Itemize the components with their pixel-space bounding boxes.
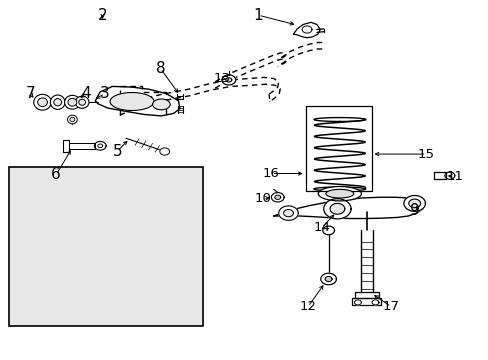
Ellipse shape bbox=[54, 99, 61, 106]
Text: 10: 10 bbox=[254, 192, 271, 205]
Text: 9: 9 bbox=[409, 203, 419, 218]
Polygon shape bbox=[444, 172, 454, 179]
Ellipse shape bbox=[75, 96, 89, 108]
Polygon shape bbox=[271, 193, 284, 202]
Polygon shape bbox=[323, 199, 350, 219]
Text: 5: 5 bbox=[112, 144, 122, 159]
Text: 12: 12 bbox=[299, 300, 316, 313]
Polygon shape bbox=[302, 26, 311, 33]
Polygon shape bbox=[98, 144, 102, 148]
Text: 17: 17 bbox=[382, 300, 399, 313]
Polygon shape bbox=[222, 75, 235, 85]
Polygon shape bbox=[351, 298, 381, 305]
Ellipse shape bbox=[50, 95, 65, 109]
Polygon shape bbox=[408, 199, 420, 208]
Text: 11: 11 bbox=[446, 170, 462, 183]
Polygon shape bbox=[322, 226, 334, 235]
Ellipse shape bbox=[38, 98, 47, 107]
Polygon shape bbox=[95, 86, 180, 116]
Text: 8: 8 bbox=[155, 61, 165, 76]
Ellipse shape bbox=[79, 99, 85, 105]
Polygon shape bbox=[329, 203, 344, 214]
Polygon shape bbox=[360, 230, 372, 292]
Polygon shape bbox=[371, 300, 378, 305]
Polygon shape bbox=[354, 292, 378, 298]
Ellipse shape bbox=[110, 93, 154, 111]
Text: 2: 2 bbox=[98, 8, 107, 23]
Polygon shape bbox=[273, 197, 424, 219]
Ellipse shape bbox=[318, 186, 361, 201]
Polygon shape bbox=[293, 22, 320, 38]
Ellipse shape bbox=[67, 115, 77, 124]
Polygon shape bbox=[225, 78, 231, 82]
Polygon shape bbox=[283, 210, 293, 217]
Text: 4: 4 bbox=[81, 86, 90, 101]
Polygon shape bbox=[325, 276, 331, 282]
Polygon shape bbox=[403, 195, 425, 211]
Text: 3: 3 bbox=[100, 86, 110, 101]
Text: 15: 15 bbox=[417, 148, 434, 161]
Text: 7: 7 bbox=[25, 86, 35, 101]
Ellipse shape bbox=[34, 94, 51, 110]
Ellipse shape bbox=[152, 99, 170, 110]
Polygon shape bbox=[320, 273, 336, 285]
Ellipse shape bbox=[70, 117, 75, 122]
Polygon shape bbox=[354, 300, 361, 305]
Text: 1: 1 bbox=[253, 8, 263, 23]
Bar bbox=[305, 106, 371, 191]
Text: 6: 6 bbox=[51, 167, 61, 182]
Polygon shape bbox=[63, 140, 69, 152]
Ellipse shape bbox=[325, 189, 353, 198]
Text: 13: 13 bbox=[214, 72, 230, 85]
Bar bbox=[9, 167, 203, 326]
Polygon shape bbox=[160, 148, 169, 155]
Ellipse shape bbox=[68, 98, 77, 106]
Text: 16: 16 bbox=[263, 167, 279, 180]
Polygon shape bbox=[274, 195, 280, 199]
Polygon shape bbox=[94, 141, 106, 150]
Text: 14: 14 bbox=[313, 221, 329, 234]
Polygon shape bbox=[278, 206, 298, 220]
Ellipse shape bbox=[64, 95, 80, 109]
